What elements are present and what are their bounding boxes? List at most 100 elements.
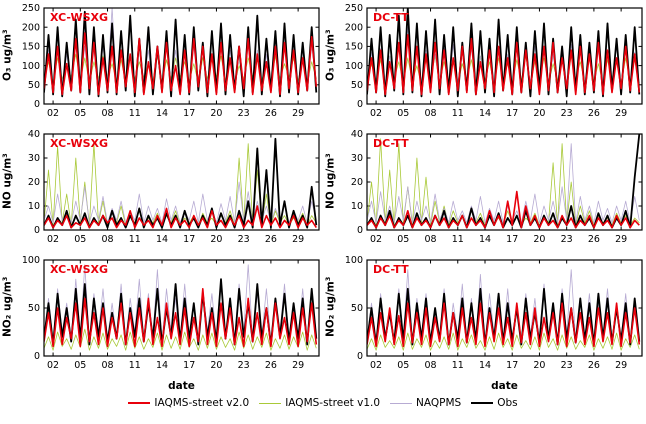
svg-text:26: 26 xyxy=(588,360,600,371)
svg-text:29: 29 xyxy=(615,360,627,371)
x-axis-label-row: date date xyxy=(0,380,646,393)
svg-text:05: 05 xyxy=(397,108,409,119)
panel-no2-dctt: NO₂ ug/m³ DC-TT 0 50 100 02 05 08 11 14 17 20 23 26… xyxy=(323,254,646,380)
svg-text:23: 23 xyxy=(561,360,573,371)
svg-text:11: 11 xyxy=(129,234,141,245)
svg-text:20: 20 xyxy=(210,108,222,119)
svg-text:11: 11 xyxy=(129,108,141,119)
plot-o3-xcwsxg: 0 50 100 150 200 250 02 05 08 11 14 17 20 23 26 29 xyxy=(22,3,320,119)
figure: O₃ ug/m³ XC-WSXG 0 50 100 150 200 250 02 05 08 11… xyxy=(0,2,646,380)
svg-text:05: 05 xyxy=(74,108,86,119)
svg-text:02: 02 xyxy=(47,234,59,245)
legend-item-obs: Obs xyxy=(471,397,518,409)
svg-text:17: 17 xyxy=(506,360,518,371)
plot-no-xcwsxg: 0 10 20 30 40 02 05 08 11 14 17 20 23 26 29 xyxy=(28,129,320,245)
panel-no2-xcwsxg: NO₂ ug/m³ XC-WSXG 0 50 100 02 05 08 11 14 17 20 23… xyxy=(0,254,323,380)
svg-text:29: 29 xyxy=(292,234,304,245)
svg-text:0: 0 xyxy=(357,99,363,110)
svg-text:08: 08 xyxy=(101,360,113,371)
panel-no-xcwsxg: NO ug/m³ XC-WSXG 0 10 20 30 40 02 05 08 11 14 17 20… xyxy=(0,128,323,254)
svg-text:14: 14 xyxy=(156,108,168,119)
svg-text:14: 14 xyxy=(479,234,491,245)
panel-no-dctt: NO ug/m³ DC-TT 0 10 20 30 40 02 05 08 11 14 17 20 23… xyxy=(323,128,646,254)
svg-text:200: 200 xyxy=(22,22,40,33)
legend-item-v1: IAQMS-street v1.0 xyxy=(259,397,380,409)
svg-text:17: 17 xyxy=(183,234,195,245)
legend-line-obs-icon xyxy=(471,402,494,404)
svg-text:20: 20 xyxy=(28,177,40,188)
legend-item-naqpms: NAQPMS xyxy=(390,397,461,409)
svg-text:100: 100 xyxy=(22,61,40,72)
svg-text:26: 26 xyxy=(265,108,277,119)
svg-text:20: 20 xyxy=(533,360,545,371)
svg-text:26: 26 xyxy=(265,234,277,245)
svg-text:29: 29 xyxy=(292,108,304,119)
panel-title-no-right: DC-TT xyxy=(373,137,409,150)
svg-text:50: 50 xyxy=(351,303,363,314)
panel-title-o3-left: XC-WSXG xyxy=(50,11,109,24)
legend-label-naqpms: NAQPMS xyxy=(416,397,462,409)
svg-text:23: 23 xyxy=(561,234,573,245)
svg-text:23: 23 xyxy=(238,108,250,119)
svg-text:02: 02 xyxy=(370,234,382,245)
svg-text:0: 0 xyxy=(34,225,40,236)
y-axis-label-no2-right: NO₂ ug/m³ xyxy=(324,276,337,338)
svg-text:50: 50 xyxy=(351,80,363,91)
svg-text:29: 29 xyxy=(292,360,304,371)
svg-text:20: 20 xyxy=(210,360,222,371)
legend-label-obs: Obs xyxy=(497,397,518,409)
legend-label-v1: IAQMS-street v1.0 xyxy=(285,397,381,409)
plot-no-dctt: 0 10 20 30 40 02 05 08 11 14 17 20 23 26 29 xyxy=(351,129,643,245)
svg-text:02: 02 xyxy=(47,108,59,119)
svg-text:150: 150 xyxy=(22,42,40,53)
svg-text:100: 100 xyxy=(22,255,40,266)
svg-text:29: 29 xyxy=(615,234,627,245)
panel-title-no2-left: XC-WSXG xyxy=(50,263,109,276)
x-axis-label-left: date xyxy=(168,380,195,392)
plot-no2-dctt: 0 50 100 02 05 08 11 14 17 20 23 26 29 xyxy=(345,255,643,371)
svg-text:17: 17 xyxy=(183,108,195,119)
svg-text:40: 40 xyxy=(351,129,363,140)
svg-text:0: 0 xyxy=(34,99,40,110)
svg-text:02: 02 xyxy=(47,360,59,371)
plot-no2-xcwsxg: 0 50 100 02 05 08 11 14 17 20 23 26 29 xyxy=(22,255,320,371)
svg-text:11: 11 xyxy=(129,360,141,371)
svg-text:08: 08 xyxy=(101,108,113,119)
svg-text:26: 26 xyxy=(265,360,277,371)
svg-text:14: 14 xyxy=(479,108,491,119)
svg-text:23: 23 xyxy=(238,234,250,245)
svg-text:0: 0 xyxy=(357,351,363,362)
svg-text:50: 50 xyxy=(28,80,40,91)
panel-o3-xcwsxg: O₃ ug/m³ XC-WSXG 0 50 100 150 200 250 02 05 08 11… xyxy=(0,2,323,128)
svg-text:10: 10 xyxy=(351,201,363,212)
legend-label-v2: IAQMS-street v2.0 xyxy=(154,397,250,409)
legend-line-naqpms-icon xyxy=(390,402,413,404)
svg-text:05: 05 xyxy=(397,360,409,371)
svg-text:14: 14 xyxy=(156,234,168,245)
panel-title-o3-right: DC-TT xyxy=(373,11,409,24)
svg-text:50: 50 xyxy=(28,303,40,314)
svg-text:08: 08 xyxy=(424,234,436,245)
svg-text:20: 20 xyxy=(533,234,545,245)
x-axis-label-right: date xyxy=(491,380,518,392)
svg-text:26: 26 xyxy=(588,234,600,245)
svg-text:08: 08 xyxy=(101,234,113,245)
svg-text:29: 29 xyxy=(615,108,627,119)
panel-title-no-left: XC-WSXG xyxy=(50,137,109,150)
svg-text:17: 17 xyxy=(506,234,518,245)
svg-text:30: 30 xyxy=(28,153,40,164)
svg-text:20: 20 xyxy=(351,177,363,188)
svg-text:02: 02 xyxy=(370,108,382,119)
legend-line-v1-icon xyxy=(259,402,282,404)
y-axis-label-o3-left: O₃ ug/m³ xyxy=(1,29,14,81)
svg-text:14: 14 xyxy=(479,360,491,371)
svg-text:02: 02 xyxy=(370,360,382,371)
panel-title-no2-right: DC-TT xyxy=(373,263,409,276)
plot-o3-dctt: 0 50 100 150 200 250 02 05 08 11 14 17 20 23 26 29 xyxy=(345,3,643,119)
svg-text:08: 08 xyxy=(424,108,436,119)
svg-text:08: 08 xyxy=(424,360,436,371)
svg-text:11: 11 xyxy=(452,360,464,371)
svg-text:17: 17 xyxy=(506,108,518,119)
panel-o3-dctt: O₃ ug/m³ DC-TT 0 50 100 150 200 250 02 05 08 11 14… xyxy=(323,2,646,128)
svg-text:14: 14 xyxy=(156,360,168,371)
